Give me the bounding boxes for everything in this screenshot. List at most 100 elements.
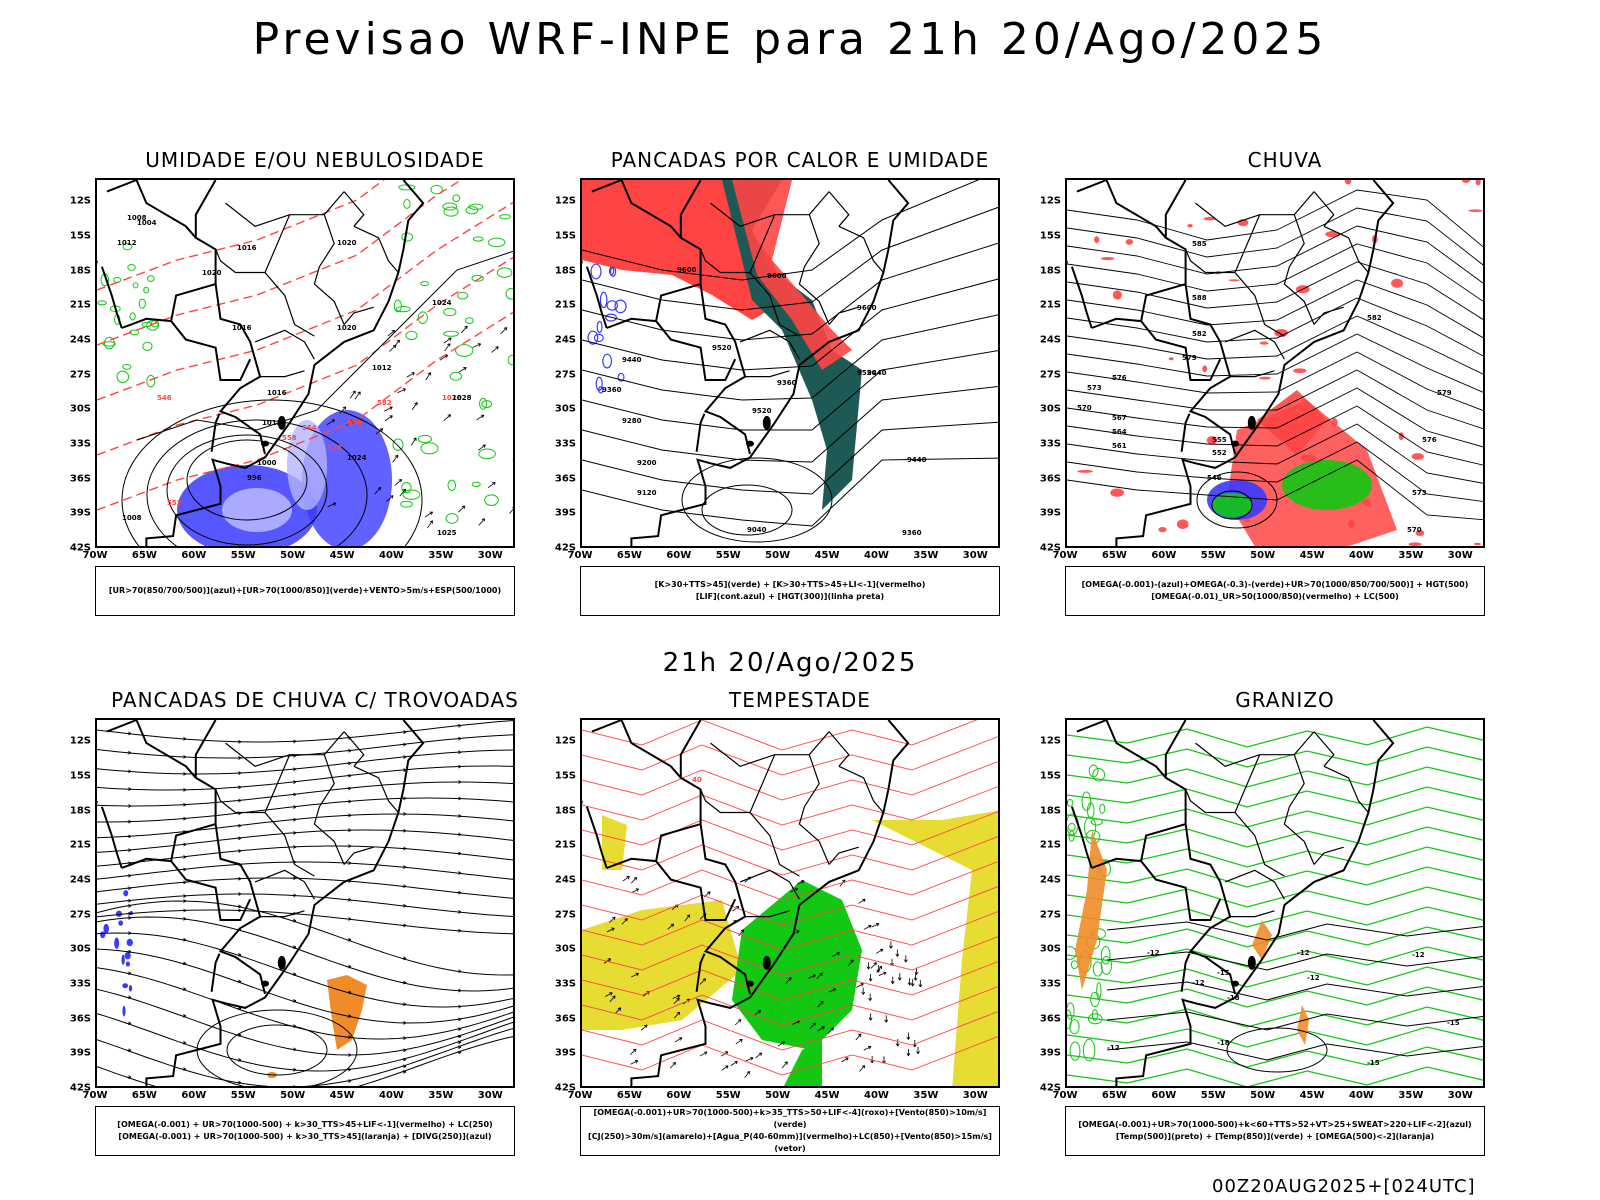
coast-layer	[1067, 720, 1395, 1086]
isobar	[166, 434, 328, 546]
isobar	[186, 439, 308, 521]
height-contour	[1067, 369, 1483, 430]
wind-vector	[491, 346, 499, 353]
contour-label: 1008	[122, 514, 142, 522]
lon-tick-label: 65W	[1101, 550, 1127, 561]
panel-umidade: UMIDADE E/OU NEBULOSIDADE 12S 15S 18S 21S 24…	[55, 148, 535, 638]
wind-vector	[384, 406, 393, 412]
rain-area	[1462, 180, 1470, 183]
streamline	[97, 900, 513, 976]
wind-vector	[830, 1027, 834, 1031]
lat-axis: 12S 15S 18S 21S 24S 27S 30S 33S 36S 39S 42S	[1025, 718, 1063, 1094]
wind-vector	[910, 983, 915, 987]
lat-tick-label: 12S	[69, 195, 91, 207]
lon-tick-label: 50W	[1250, 550, 1276, 561]
wind-vector	[906, 1053, 911, 1057]
lon-tick-label: 35W	[1398, 550, 1424, 561]
wind-vector	[439, 354, 448, 361]
wind-vector	[875, 922, 880, 927]
contour-label: 552	[1212, 449, 1227, 457]
streamline	[97, 893, 513, 917]
streamline-arrow	[403, 796, 407, 801]
wind-vector	[870, 962, 877, 969]
green-contour	[143, 286, 150, 294]
streamline-arrow	[128, 931, 132, 936]
streamline-arrow	[348, 799, 352, 804]
legend-line: [OMEGA(-0.001) + UR>70(1000-500) + k>30_…	[117, 1120, 493, 1129]
state-border	[353, 765, 399, 813]
contour-label: 9040	[747, 526, 767, 534]
streamline-arrow	[403, 1048, 407, 1053]
lon-tick-label: 35W	[913, 550, 939, 561]
green-contour	[465, 317, 474, 325]
country-border	[1091, 857, 1222, 921]
green-contour	[129, 312, 136, 321]
green-contour	[507, 354, 513, 366]
temp850-contour	[1086, 802, 1095, 819]
contour-label: -12	[1307, 974, 1320, 982]
lon-tick-label: 55W	[1200, 550, 1226, 561]
streamline	[582, 886, 998, 926]
wind-vector	[326, 419, 335, 425]
green-contour	[445, 481, 459, 490]
map-chuva: 585 588 582 579 573 570 567 564 561 555 552 546 576 5…	[1065, 178, 1485, 548]
wind-vector	[512, 460, 513, 461]
temp850-contour	[1091, 1009, 1098, 1021]
temp850-contour	[1067, 906, 1483, 928]
streamline-arrow	[183, 894, 187, 898]
lon-tick-label: 45W	[814, 1090, 840, 1101]
temp850-contour	[1067, 1006, 1483, 1028]
streamline-arrow	[183, 771, 187, 776]
green-contour	[392, 438, 404, 451]
state-border	[739, 869, 800, 900]
lon-tick-label: 35W	[428, 1090, 454, 1101]
streamline-arrow	[348, 937, 352, 942]
height-contour	[1211, 490, 1253, 520]
streamline-arrow	[458, 1034, 462, 1039]
lat-tick-label: 24S	[554, 874, 576, 886]
lat-tick-label: 24S	[1039, 334, 1061, 346]
lif-contour	[605, 313, 617, 322]
lon-tick-label: 65W	[616, 550, 642, 561]
wind-vector	[757, 1010, 762, 1014]
wind-vector	[738, 929, 745, 937]
streamline-arrow	[238, 1080, 242, 1085]
lon-tick-label: 40W	[1348, 550, 1374, 561]
wind-vector	[429, 520, 433, 524]
wind-vector	[374, 487, 382, 495]
wind-vector	[477, 343, 482, 347]
green-contour	[402, 489, 421, 500]
streamline-arrow	[458, 988, 462, 993]
wind-vector	[331, 419, 335, 423]
country-border	[695, 953, 706, 992]
lon-tick-label: 50W	[280, 550, 306, 561]
lon-tick-label: 65W	[616, 1090, 642, 1101]
wind-vector	[375, 428, 384, 435]
streamline-arrow	[403, 903, 407, 908]
streamline-arrow	[348, 1079, 352, 1083]
wind-vector	[821, 1026, 825, 1030]
streamline-arrow	[458, 796, 462, 801]
wind-vector	[349, 390, 356, 399]
country-border	[121, 857, 252, 921]
streamline-arrow	[403, 730, 407, 734]
lagoon	[1247, 415, 1256, 430]
lon-tick-label: 45W	[329, 550, 355, 561]
wind-vector	[828, 988, 837, 993]
temp850-contour	[1090, 818, 1103, 826]
streamline-arrow	[183, 736, 187, 741]
rain-area	[1411, 453, 1424, 460]
height-contour	[1067, 405, 1483, 466]
streamline	[97, 781, 513, 807]
streamline-arrow	[293, 831, 297, 835]
green-contour	[471, 274, 484, 282]
wind-vector	[676, 997, 680, 1002]
wind-vector	[390, 495, 394, 499]
wind-vector	[861, 991, 866, 995]
streamline-arrow	[458, 890, 462, 895]
isobar	[136, 250, 513, 441]
green-contour	[478, 448, 496, 460]
streamline	[582, 961, 998, 1001]
lat-tick-label: 39S	[69, 1047, 91, 1059]
streamline-arrow	[238, 785, 242, 790]
